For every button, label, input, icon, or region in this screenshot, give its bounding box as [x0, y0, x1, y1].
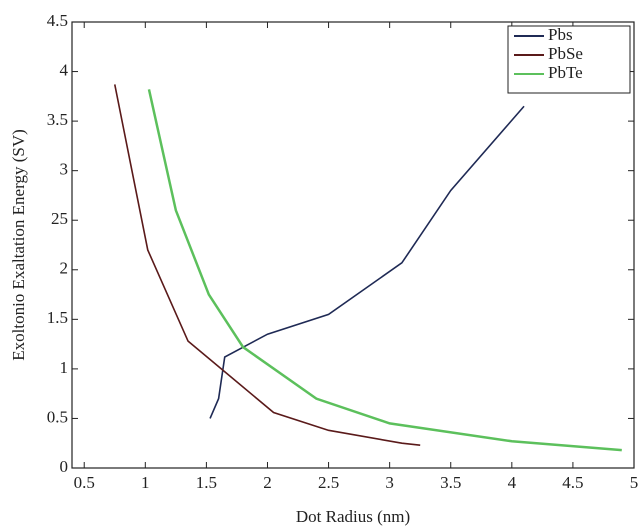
y-axis-label: Exoltonio Exaltation Energy (SV) [9, 129, 28, 361]
legend-box [507, 25, 631, 94]
y-tick-label: 0 [60, 457, 69, 476]
x-tick-label: 1.5 [196, 473, 217, 492]
x-axis-label: Dot Radius (nm) [296, 507, 410, 526]
y-tick-label: 1.5 [47, 308, 68, 327]
y-tick-label: 2 [60, 259, 69, 278]
x-tick-label: 4.5 [562, 473, 583, 492]
legend-label: Pbs [548, 25, 573, 44]
legend-label: PbSe [548, 44, 583, 63]
y-tick-label: 3.5 [47, 110, 68, 129]
x-tick-label: 5 [630, 473, 639, 492]
y-tick-label: 4 [60, 60, 69, 79]
y-tick-label: 25 [51, 209, 68, 228]
x-tick-label: 1 [141, 473, 150, 492]
x-tick-label: 2 [263, 473, 272, 492]
y-tick-label: 0.5 [47, 407, 68, 426]
x-tick-label: 2.5 [318, 473, 339, 492]
y-tick-label: 1 [60, 358, 69, 377]
x-tick-label: 0.5 [74, 473, 95, 492]
series-line [147, 89, 622, 452]
x-tick-label: 4 [508, 473, 517, 492]
series-line [209, 105, 525, 419]
plot-frame [71, 21, 635, 469]
x-tick-label: 3.5 [440, 473, 461, 492]
x-tick-label: 3 [385, 473, 394, 492]
y-tick-label: 4.5 [47, 11, 68, 30]
series-line [113, 84, 421, 446]
legend-label: PbTe [548, 63, 583, 82]
y-tick-label: 3 [60, 160, 69, 179]
